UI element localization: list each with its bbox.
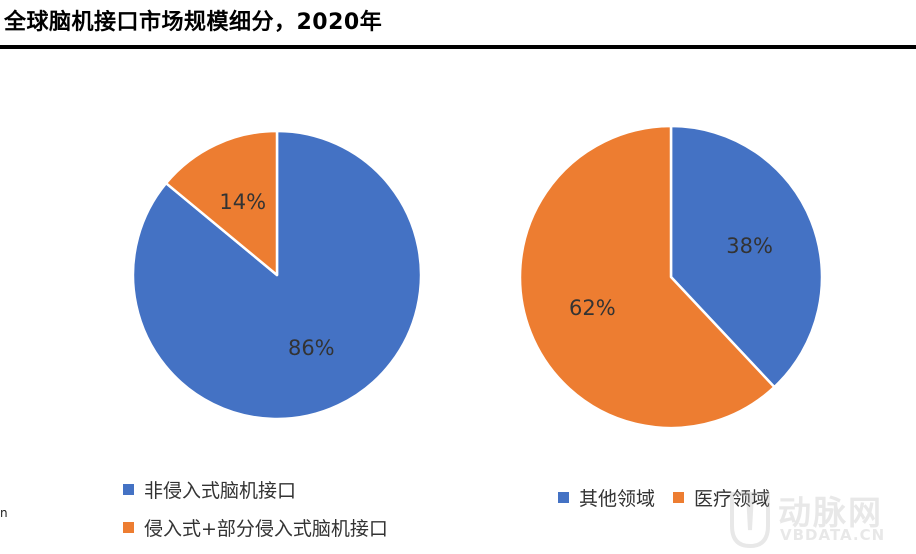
watermark-url: VBDATA.CN: [780, 526, 886, 544]
legend-label: 医疗领域: [694, 488, 771, 510]
data-label-invasive: 14%: [219, 190, 266, 214]
legend-label: 非侵入式脑机接口: [144, 479, 297, 502]
legend-swatch-orange: [123, 521, 134, 533]
data-label-noninvasive: 86%: [288, 336, 335, 360]
title-rule: [0, 45, 916, 49]
stray-text: n: [0, 506, 8, 520]
chart-title: 全球脑机接口市场规模细分，2020年: [4, 10, 383, 35]
legend-right: 其他领域 医疗领域: [558, 484, 788, 511]
watermark-name: 动脉网: [778, 493, 883, 532]
data-label-medical: 62%: [569, 296, 616, 320]
legend-item-invasive: 侵入式+部分侵入式脑机接口: [123, 508, 388, 546]
watermark-logo-icon: [730, 492, 770, 549]
pie-slice-other: [669, 124, 824, 389]
legend-label: 侵入式+部分侵入式脑机接口: [144, 517, 388, 540]
pie-slice-noninvasive: [131, 129, 423, 421]
legend-label: 其他领域: [579, 488, 656, 510]
legend-item-medical: 医疗领域: [673, 484, 770, 511]
data-label-other: 38%: [726, 234, 773, 258]
pie-slice-medical: [518, 124, 776, 430]
legend-item-noninvasive: 非侵入式脑机接口: [123, 470, 388, 508]
watermark: 动脉网 VBDATA.CN: [728, 486, 916, 554]
legend-swatch-blue: [558, 492, 569, 503]
legend-left: 非侵入式脑机接口 侵入式+部分侵入式脑机接口: [123, 470, 388, 546]
legend-swatch-orange: [673, 492, 685, 503]
legend-item-other: 其他领域: [558, 484, 655, 511]
legend-swatch-blue: [123, 483, 134, 495]
pie-slice-invasive: [164, 129, 279, 277]
